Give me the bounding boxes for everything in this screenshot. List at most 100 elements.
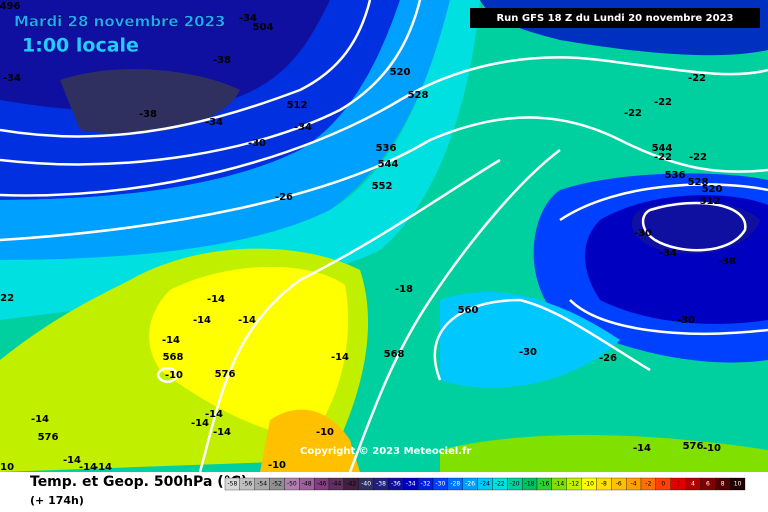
legend-label: -6	[616, 481, 622, 488]
map-label: 576	[38, 432, 59, 443]
legend-label: -40	[361, 481, 371, 488]
map-label: 528	[408, 90, 429, 101]
legend-label: -36	[391, 481, 401, 488]
legend-label: -2	[645, 481, 651, 488]
legend-label: -16	[540, 481, 550, 488]
map-label: -14	[238, 315, 256, 326]
map-label: 512	[700, 196, 721, 207]
legend-label: -46	[317, 481, 327, 488]
legend-label: -34	[406, 481, 416, 488]
legend-label: -14	[554, 481, 564, 488]
map-label: -22	[689, 152, 707, 163]
date: Mardi 28 novembre 2023	[14, 13, 226, 31]
map-label: 576	[683, 441, 704, 452]
map-label: -30	[634, 228, 652, 239]
map-label: -10	[0, 462, 14, 473]
legend-label: -50	[287, 481, 297, 488]
map-label: -30	[248, 138, 266, 149]
map-label: -18	[395, 284, 413, 295]
legend-label: -30	[436, 481, 446, 488]
map-label: -14	[162, 335, 180, 346]
legend-swatch	[729, 477, 746, 491]
legend-label: -44	[332, 481, 342, 488]
map-label: -14	[94, 462, 112, 473]
run-info: Run GFS 18 Z du Lundi 20 novembre 2023	[496, 13, 733, 24]
map-label: -14	[63, 455, 81, 466]
map-label: -10	[165, 370, 183, 381]
legend-label: 10	[734, 481, 742, 488]
map-label: -38	[213, 55, 231, 66]
legend-label: -12	[569, 481, 579, 488]
map-label: 552	[372, 181, 393, 192]
map-label: -10	[703, 443, 721, 454]
map-label: -14	[191, 418, 209, 429]
map-label: -22	[654, 152, 672, 163]
legend-label: -52	[272, 481, 282, 488]
legend-label: 4	[691, 481, 695, 488]
lead-time: (+ 174h)	[30, 494, 84, 507]
map-label: -22	[624, 108, 642, 119]
map-label: 568	[384, 349, 405, 360]
legend-label: -10	[584, 481, 594, 488]
map-label: -38	[718, 256, 736, 267]
legend-label: -54	[257, 481, 267, 488]
map-label: 512	[287, 100, 308, 111]
map-label: -22	[0, 293, 14, 304]
map-label: -34	[659, 248, 677, 259]
legend-label: -22	[495, 481, 505, 488]
map-label: -38	[139, 109, 157, 120]
map-label: -34	[294, 122, 312, 133]
map-label: 520	[702, 184, 723, 195]
legend-label: 6	[706, 481, 710, 488]
legend-label: 2	[676, 481, 680, 488]
map-label: 576	[215, 369, 236, 380]
copyright: Copyright © 2023 Meteociel.fr	[300, 446, 471, 457]
legend-label: -8	[601, 481, 607, 488]
map-label: -30	[519, 347, 537, 358]
time: 1:00 locale	[22, 35, 139, 57]
legend-label: -38	[376, 481, 386, 488]
map-label: -22	[654, 97, 672, 108]
map-label: -14	[331, 352, 349, 363]
legend: -58 -56 -54 -52 -50 -48 -46 -44 -42 -40 -38 -36 -34-…	[224, 477, 746, 491]
legend-label: -4	[631, 481, 637, 488]
legend-label: -48	[302, 481, 312, 488]
legend-label: -32	[421, 481, 431, 488]
footer-title: Temp. et Geop. 500hPa (°C)	[30, 474, 247, 490]
map-label: -14	[207, 294, 225, 305]
legend-label: -26	[465, 481, 475, 488]
legend-label: -20	[510, 481, 520, 488]
map-label: 544	[652, 143, 673, 154]
map-label: -14	[205, 409, 223, 420]
legend-label: -58	[228, 481, 238, 488]
legend-label: -56	[242, 481, 252, 488]
map-label: -10	[268, 460, 286, 471]
map-label: -14	[31, 414, 49, 425]
map-label: -14	[193, 315, 211, 326]
map-label: -34	[205, 117, 223, 128]
map-label: 536	[376, 143, 397, 154]
map-label: 536	[665, 170, 686, 181]
map-label: 504	[253, 22, 274, 33]
map-label: -26	[275, 192, 293, 203]
legend-label: -42	[346, 481, 356, 488]
legend-label: -18	[525, 481, 535, 488]
map-label: -34	[3, 73, 21, 84]
map-label: -30	[677, 315, 695, 326]
map-label: -14	[633, 443, 651, 454]
map-label: -26	[599, 353, 617, 364]
legend-label: 8	[721, 481, 725, 488]
map-label: 560	[458, 305, 479, 316]
map-label: -34	[239, 13, 257, 24]
map-label: -14	[79, 462, 97, 473]
legend-label: -24	[480, 481, 490, 488]
map-label: 528	[688, 177, 709, 188]
map-label: -14	[213, 427, 231, 438]
legend-label: -28	[450, 481, 460, 488]
map-label: 568	[163, 352, 184, 363]
map-label: 520	[390, 67, 411, 78]
map-label: 496	[0, 1, 20, 12]
